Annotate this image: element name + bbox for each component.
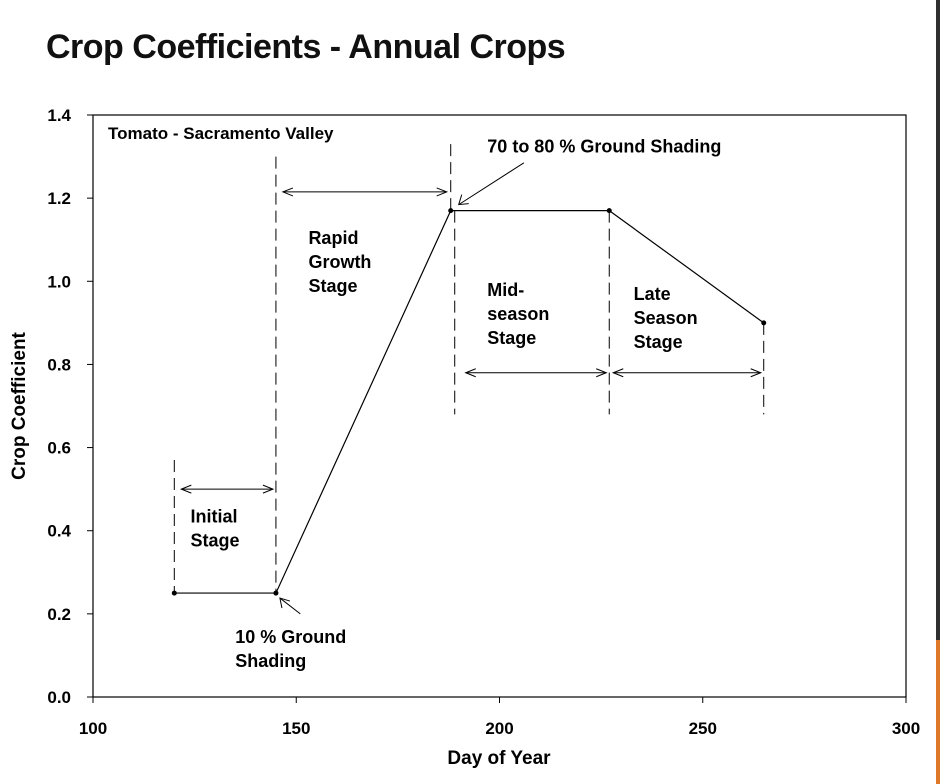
axis-ticks: 100 150 200 250 300 0.0 0.2 0.4 0.6 0.8 1.0 1.2 1.4: [47, 106, 920, 738]
kc-line: [174, 210, 765, 594]
x-axis-label: Day of Year: [447, 748, 551, 769]
stage-label-midseason: Stage: [487, 328, 536, 348]
y-tick-label: 1.2: [47, 189, 71, 208]
arrow-initial-stage-head-left: [179, 484, 192, 494]
stage-label-rapid-growth: Stage: [308, 276, 357, 296]
x-tick-label: 300: [892, 719, 920, 738]
y-tick-label: 0.6: [47, 439, 71, 458]
kc-point: [273, 590, 279, 596]
stage-labels: Initial Stage Rapid Growth Stage Mid-season St…: [191, 136, 722, 671]
kc-series: [171, 208, 767, 596]
arrow-midseason-stage-head-left: [464, 368, 476, 378]
kc-point: [761, 320, 767, 326]
y-tick-label: 1.4: [47, 106, 71, 125]
annotation-pointer-70-80: [458, 162, 525, 206]
y-tick-label: 0.4: [47, 522, 71, 541]
stage-guides: [173, 144, 765, 594]
stage-label-late-season: Stage: [634, 332, 683, 352]
arrow-midseason-stage-head-right: [596, 368, 608, 378]
arrow-initial-stage-head-right: [262, 484, 275, 494]
stage-label-midseason: season: [487, 304, 549, 324]
annotation-ground-shading-10: 10 % Ground: [235, 627, 346, 647]
kc-point: [448, 208, 454, 214]
stage-label-initial: Stage: [191, 530, 240, 550]
chart-title: Tomato - Sacramento Valley: [108, 124, 334, 143]
y-tick-label: 0.0: [47, 688, 71, 707]
x-tick-label: 100: [79, 719, 107, 738]
annotation-ground-shading-70-80: 70 to 80 % Ground Shading: [487, 136, 721, 156]
x-tick-label: 150: [282, 719, 310, 738]
stage-label-late-season: Season: [634, 308, 698, 328]
arrow-late-season-stage-head-right: [750, 368, 763, 378]
stage-label-rapid-growth: Rapid: [308, 228, 358, 248]
slide-edge-bar: [936, 0, 940, 784]
stage-label-late-season: Late: [634, 284, 671, 304]
slide-edge-accent: [936, 640, 940, 784]
arrow-rapid-growth-stage-head-left: [281, 187, 294, 197]
x-tick-label: 250: [689, 719, 717, 738]
plot-frame: [92, 114, 907, 698]
annotation-ground-shading-10: Shading: [235, 651, 306, 671]
arrow-rapid-growth-stage-head-right: [436, 187, 449, 197]
annotation-pointer-10-head: [279, 597, 291, 609]
annotation-pointer-10: [279, 597, 301, 615]
y-tick-label: 1.0: [47, 272, 71, 291]
stage-label-initial: Initial: [191, 506, 238, 526]
arrow-late-season-stage-head-left: [611, 368, 624, 378]
x-tick-label: 200: [485, 719, 513, 738]
kc-point: [606, 208, 612, 214]
y-axis-label: Crop Coefficient: [9, 331, 30, 479]
kc-point: [171, 590, 177, 596]
stage-label-midseason: Mid-: [487, 280, 524, 300]
y-tick-label: 0.8: [47, 355, 71, 374]
stage-label-rapid-growth: Growth: [308, 252, 371, 272]
y-tick-label: 0.2: [47, 605, 71, 624]
page-title: Crop Coefficients - Annual Crops: [46, 28, 566, 66]
annotation-pointer-70-80-head: [458, 194, 469, 206]
